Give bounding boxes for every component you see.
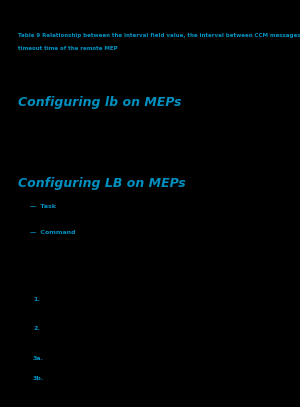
Text: —  Command: — Command	[30, 230, 76, 235]
Text: —  Task: — Task	[30, 204, 56, 208]
Text: Configuring lb on MEPs: Configuring lb on MEPs	[18, 96, 181, 109]
Text: 1.: 1.	[33, 297, 40, 302]
Text: 3a.: 3a.	[33, 356, 44, 361]
Text: 2.: 2.	[33, 326, 40, 330]
Text: Table 9 Relationship between the interval field value, the interval between CCM : Table 9 Relationship between the interva…	[18, 33, 300, 38]
Text: timeout time of the remote MEP: timeout time of the remote MEP	[18, 46, 118, 50]
Text: Configuring LB on MEPs: Configuring LB on MEPs	[18, 177, 186, 190]
Text: 3b.: 3b.	[33, 376, 44, 381]
